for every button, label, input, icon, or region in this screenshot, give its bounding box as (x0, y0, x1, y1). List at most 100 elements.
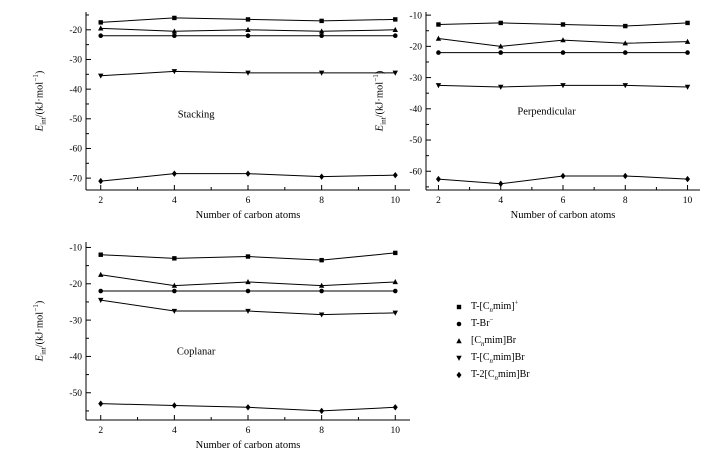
x-tick-label: 10 (391, 426, 401, 436)
diamond-marker (319, 407, 325, 415)
triangle-legend-icon (456, 337, 462, 343)
square-marker (436, 22, 441, 27)
square-marker (245, 254, 251, 259)
triangle-down-legend-icon (456, 355, 462, 361)
x-tick-label: 2 (98, 196, 103, 206)
x-tick-label: 4 (172, 426, 177, 436)
diamond-marker (319, 173, 325, 180)
y-tick-label: -40 (69, 85, 82, 95)
y-tick-label: -50 (69, 115, 82, 125)
ylabel-exponent: −1 (32, 304, 40, 312)
ylabel-exponent: −1 (372, 74, 380, 82)
diamond-marker (685, 175, 691, 183)
x-tick-label: 4 (498, 196, 503, 206)
triangle-marker (392, 26, 398, 32)
circle-marker (245, 33, 251, 39)
diamond-marker (98, 400, 104, 407)
triangle-down-marker (622, 83, 628, 89)
square-legend-icon (456, 304, 462, 309)
legend-item: T-2[Cnmim]Br (452, 366, 530, 383)
y-tick-label: -10 (69, 244, 82, 254)
legend-item: T-Br− (452, 315, 530, 332)
y-tick-label: -50 (409, 136, 422, 146)
stacking-plot-canvas: -20 -30 -40 -50 -60 -70 2 4 6 8 10 (69, 12, 410, 206)
legend-item: T-[Cnmim]Br (452, 349, 530, 366)
panel-title: Coplanar (176, 346, 216, 358)
triangle-marker (245, 26, 251, 32)
circle-marker (172, 33, 177, 39)
triangle-marker (392, 279, 398, 285)
triangle-down-marker (171, 308, 178, 314)
triangle-down-marker (318, 312, 325, 318)
triangle-down-marker (245, 308, 251, 314)
panel-title: Stacking (177, 109, 215, 121)
legend-label: T-2[Cnmim]Br (471, 369, 530, 382)
y-tick-label: -30 (69, 316, 82, 326)
y-tick-label: -20 (409, 43, 422, 53)
circle-marker (392, 288, 398, 294)
diamond-marker (98, 177, 104, 185)
ylabel-close: ) (374, 70, 386, 75)
circle-legend-icon (456, 321, 462, 326)
circle-marker (685, 50, 690, 55)
diamond-marker (560, 172, 566, 180)
x-tick-label: 8 (319, 426, 324, 436)
triangle-marker (171, 28, 178, 34)
x-tick-label: 6 (246, 196, 251, 206)
coplanar-plot-canvas: -10 -20 -30 -40 -50 2 4 6 8 10 (69, 242, 410, 436)
diamond-marker (392, 171, 398, 179)
legend-label: T-[Cnmim]+ (471, 299, 519, 314)
x-tick-label: 2 (436, 196, 441, 206)
legend-label: [Cnmim]Br (471, 335, 517, 348)
x-axis-label: Number of carbon atoms (195, 440, 301, 451)
circle-marker (498, 50, 504, 55)
triangle-marker (98, 25, 104, 31)
diamond-marker (171, 402, 177, 409)
circle-marker (245, 288, 251, 294)
ylabel-symbol: E (34, 354, 46, 362)
y-tick-label: -60 (69, 145, 82, 155)
circle-marker (456, 321, 462, 326)
y-axis-label: Eint/(kJ·mol−1) (372, 70, 388, 132)
x-tick-label: 8 (623, 196, 628, 206)
circle-marker (172, 288, 177, 294)
diamond-marker (622, 172, 628, 180)
diamond-marker (392, 404, 398, 411)
triangle-down-marker (171, 69, 178, 75)
square-marker (172, 256, 177, 261)
x-tick-label: 10 (391, 196, 401, 206)
x-tick-label: 8 (319, 196, 324, 206)
y-tick-label: -30 (69, 56, 82, 66)
ylabel-units: /(kJ·mol (34, 311, 46, 348)
triangle-marker (435, 35, 442, 41)
triangle-marker (498, 43, 504, 49)
triangle-marker (171, 282, 178, 288)
panel-title: Perpendicular (517, 106, 576, 118)
y-tick-label: -20 (69, 280, 82, 290)
circle-marker (319, 288, 324, 294)
x-tick-label: 6 (561, 196, 566, 206)
square-marker (456, 304, 462, 309)
legend: T-[Cnmim]+ T-Br− [Cnmim]Br T-[Cnmim]Br T-2[C… (452, 298, 530, 383)
diamond-marker (245, 170, 251, 177)
square-marker (393, 250, 398, 256)
ylabel-exponent: −1 (32, 74, 40, 82)
circle-marker (560, 50, 566, 55)
diamond-marker (171, 170, 177, 177)
circle-marker (436, 50, 441, 55)
ylabel-close: ) (34, 70, 46, 75)
triangle-down-marker (98, 73, 104, 79)
ylabel-units: /(kJ·mol (374, 81, 386, 118)
y-tick-label: -60 (409, 167, 422, 177)
ylabel-subscript: int (39, 347, 48, 355)
circle-marker (622, 50, 628, 55)
ylabel-units: /(kJ·mol (34, 81, 46, 118)
y-tick-label: -20 (69, 26, 82, 36)
circle-marker (392, 33, 398, 39)
circle-marker (98, 288, 104, 294)
chart-panel-perpendicular: -10 -20 -30 -40 -50 -60 2 4 6 8 10 Eint/(kJ·mol−1)… (366, 4, 708, 236)
y-tick-label: -50 (69, 389, 82, 399)
x-axis-label: Number of carbon atoms (195, 210, 301, 221)
legend-label: T-[Cnmim]Br (471, 352, 525, 365)
